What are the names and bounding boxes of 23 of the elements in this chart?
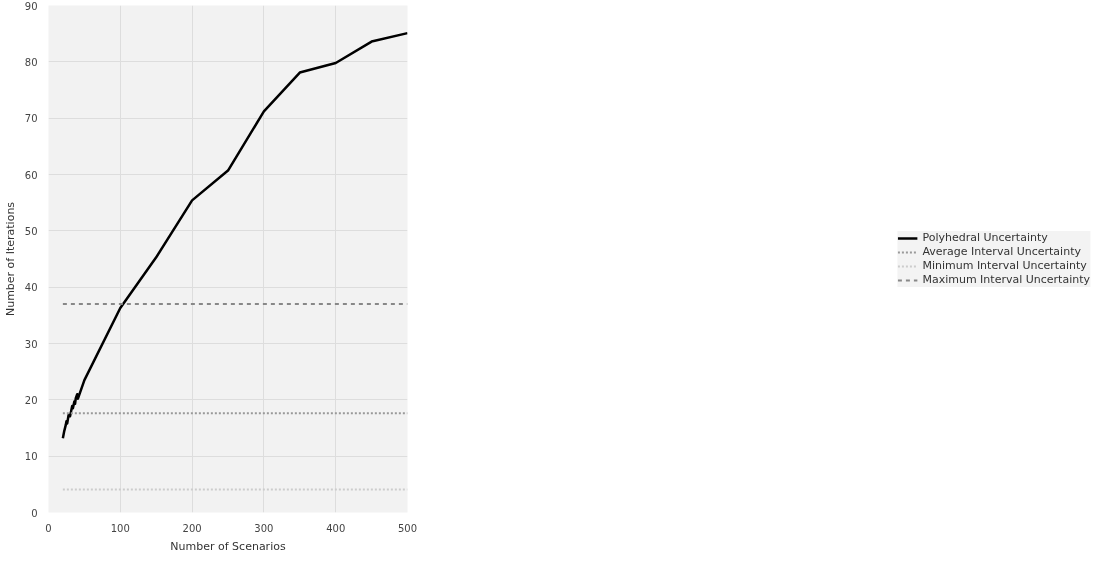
line-series [61, 31, 408, 440]
y-tick-label: 10 [24, 451, 38, 463]
x-tick-label: 100 [110, 522, 130, 534]
y-tick-label: 0 [31, 507, 38, 519]
legend-label: Average Interval Uncertainty [922, 244, 1081, 259]
legend-label: Maximum Interval Uncertainty [922, 272, 1090, 287]
x-tick-label: 400 [326, 522, 346, 534]
x-tick-label: 200 [182, 522, 202, 534]
y-tick-label: 20 [24, 394, 38, 406]
x-tick-label: 500 [397, 522, 418, 534]
y-tick-label: 30 [24, 338, 38, 350]
y-tick-label: 90 [24, 0, 38, 12]
y-tick-label: 70 [24, 113, 38, 125]
y-tick-label: 40 [24, 282, 38, 294]
y-tick-label: 50 [24, 225, 38, 237]
legend-label: Minimum Interval Uncertainty [922, 258, 1087, 273]
y-tick-label: 80 [24, 56, 38, 68]
x-axis-title: Number of Scenarios [170, 539, 286, 553]
x-tick-label: 300 [254, 522, 274, 534]
legend-label: Polyhedral Uncertainty [922, 230, 1048, 245]
y-axis-title: Number of Iterations [3, 201, 17, 317]
y-tick-label: 60 [24, 169, 38, 181]
x-tick-label: 0 [45, 522, 52, 534]
